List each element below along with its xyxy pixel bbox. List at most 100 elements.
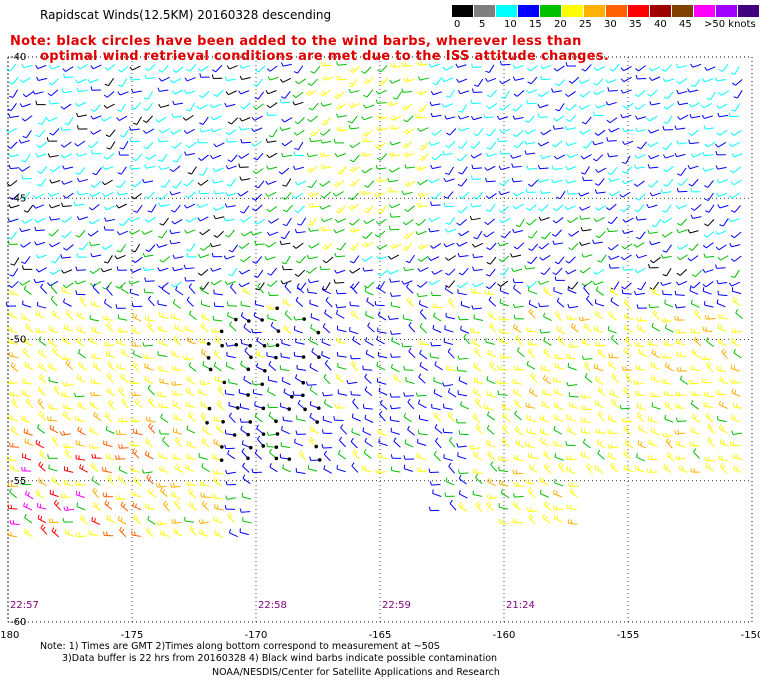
barb-shaft (457, 64, 467, 68)
barb-shaft (650, 89, 658, 97)
wind-barb (650, 392, 661, 397)
barb-shaft (421, 103, 428, 113)
barb-flag (186, 252, 189, 257)
barb-shaft (526, 267, 536, 270)
barb-shaft (403, 65, 413, 67)
barb-shaft (52, 269, 61, 275)
wind-barb (92, 283, 100, 294)
barb-flag (512, 228, 515, 233)
barb-flag (81, 363, 84, 368)
wind-barb (88, 204, 100, 211)
barb-flag (676, 140, 679, 145)
barb-flag (483, 114, 486, 119)
wind-barb (689, 281, 701, 289)
barb-flag (352, 398, 356, 403)
wind-barb (118, 386, 126, 397)
barb-shaft (734, 66, 740, 75)
barb-shaft (184, 358, 194, 361)
barb-shaft (610, 300, 619, 307)
barb-flag (571, 343, 574, 348)
barb-flag (226, 138, 229, 143)
barb-flag (456, 158, 461, 162)
wind-barb (621, 243, 633, 250)
barb-shaft (380, 269, 389, 277)
barb-flag (568, 247, 573, 251)
wind-barb (251, 193, 263, 201)
barb-shaft (378, 355, 388, 359)
barb-flag (646, 117, 650, 122)
barb-flag (485, 274, 490, 277)
wind-barb (129, 379, 141, 385)
barb-flag (428, 141, 432, 146)
wind-barb (537, 113, 549, 118)
barb-flag (309, 363, 312, 368)
wind-barb (406, 297, 415, 308)
barb-shaft (145, 128, 155, 134)
barb-flag (21, 160, 26, 163)
wind-barb (266, 165, 278, 170)
barb-flag (567, 362, 570, 368)
barb-flag (183, 130, 188, 134)
barb-flag (61, 219, 66, 223)
barb-shaft (188, 141, 197, 149)
wind-barb (567, 362, 577, 371)
barb-flag (702, 244, 707, 249)
wind-barb (460, 401, 470, 410)
barb-shaft (296, 231, 306, 234)
barb-flag (565, 260, 570, 264)
wind-barb (363, 281, 375, 289)
barb-flag (428, 257, 432, 261)
barb-shaft (474, 350, 482, 358)
wind-barb (457, 90, 470, 95)
barb-flag (648, 303, 651, 308)
wind-barb (184, 77, 196, 82)
wind-barb (320, 128, 331, 136)
wind-barb (419, 141, 429, 151)
wind-barb (581, 253, 593, 258)
barb-flag (252, 170, 257, 175)
barb-flag (578, 192, 582, 197)
wind-barb (158, 339, 169, 347)
wind-barb (319, 204, 331, 210)
barb-shaft (433, 392, 443, 398)
wind-barb (104, 63, 116, 71)
barb-shaft (92, 254, 102, 258)
barb-shaft (215, 192, 225, 195)
barb-flag (35, 153, 39, 158)
barb-flag (48, 338, 51, 343)
barb-shaft (704, 115, 714, 120)
barb-shaft (731, 392, 741, 397)
wind-barb (732, 402, 743, 409)
wind-barb (606, 227, 618, 233)
barb-shaft (419, 127, 429, 132)
barb-shaft (51, 78, 59, 86)
barb-flag (148, 397, 152, 402)
wind-barb (49, 269, 61, 275)
barb-flag (323, 61, 326, 66)
barb-flag (716, 390, 718, 395)
wind-barb (306, 254, 318, 260)
wind-barb (456, 153, 468, 162)
barb-flag (337, 403, 340, 409)
wind-barb (21, 153, 31, 163)
barb-shaft (106, 354, 116, 359)
barb-shaft (268, 379, 278, 383)
wind-barb (485, 64, 495, 74)
wind-barb (365, 349, 375, 359)
wind-barb (334, 252, 346, 258)
wind-barb (690, 299, 700, 308)
barb-flag (216, 400, 220, 405)
barb-flag (537, 280, 541, 285)
wind-barb (128, 126, 140, 131)
barb-flag (487, 290, 490, 295)
wind-barb (75, 78, 87, 84)
wind-barb (281, 339, 291, 347)
barb-flag (419, 107, 424, 110)
barb-flag (62, 165, 65, 170)
barb-shaft (707, 180, 714, 188)
wind-barb (635, 74, 647, 80)
wind-barb (689, 113, 701, 119)
barb-flag (380, 114, 383, 119)
barb-flag (419, 322, 423, 327)
barb-shaft (665, 142, 673, 151)
